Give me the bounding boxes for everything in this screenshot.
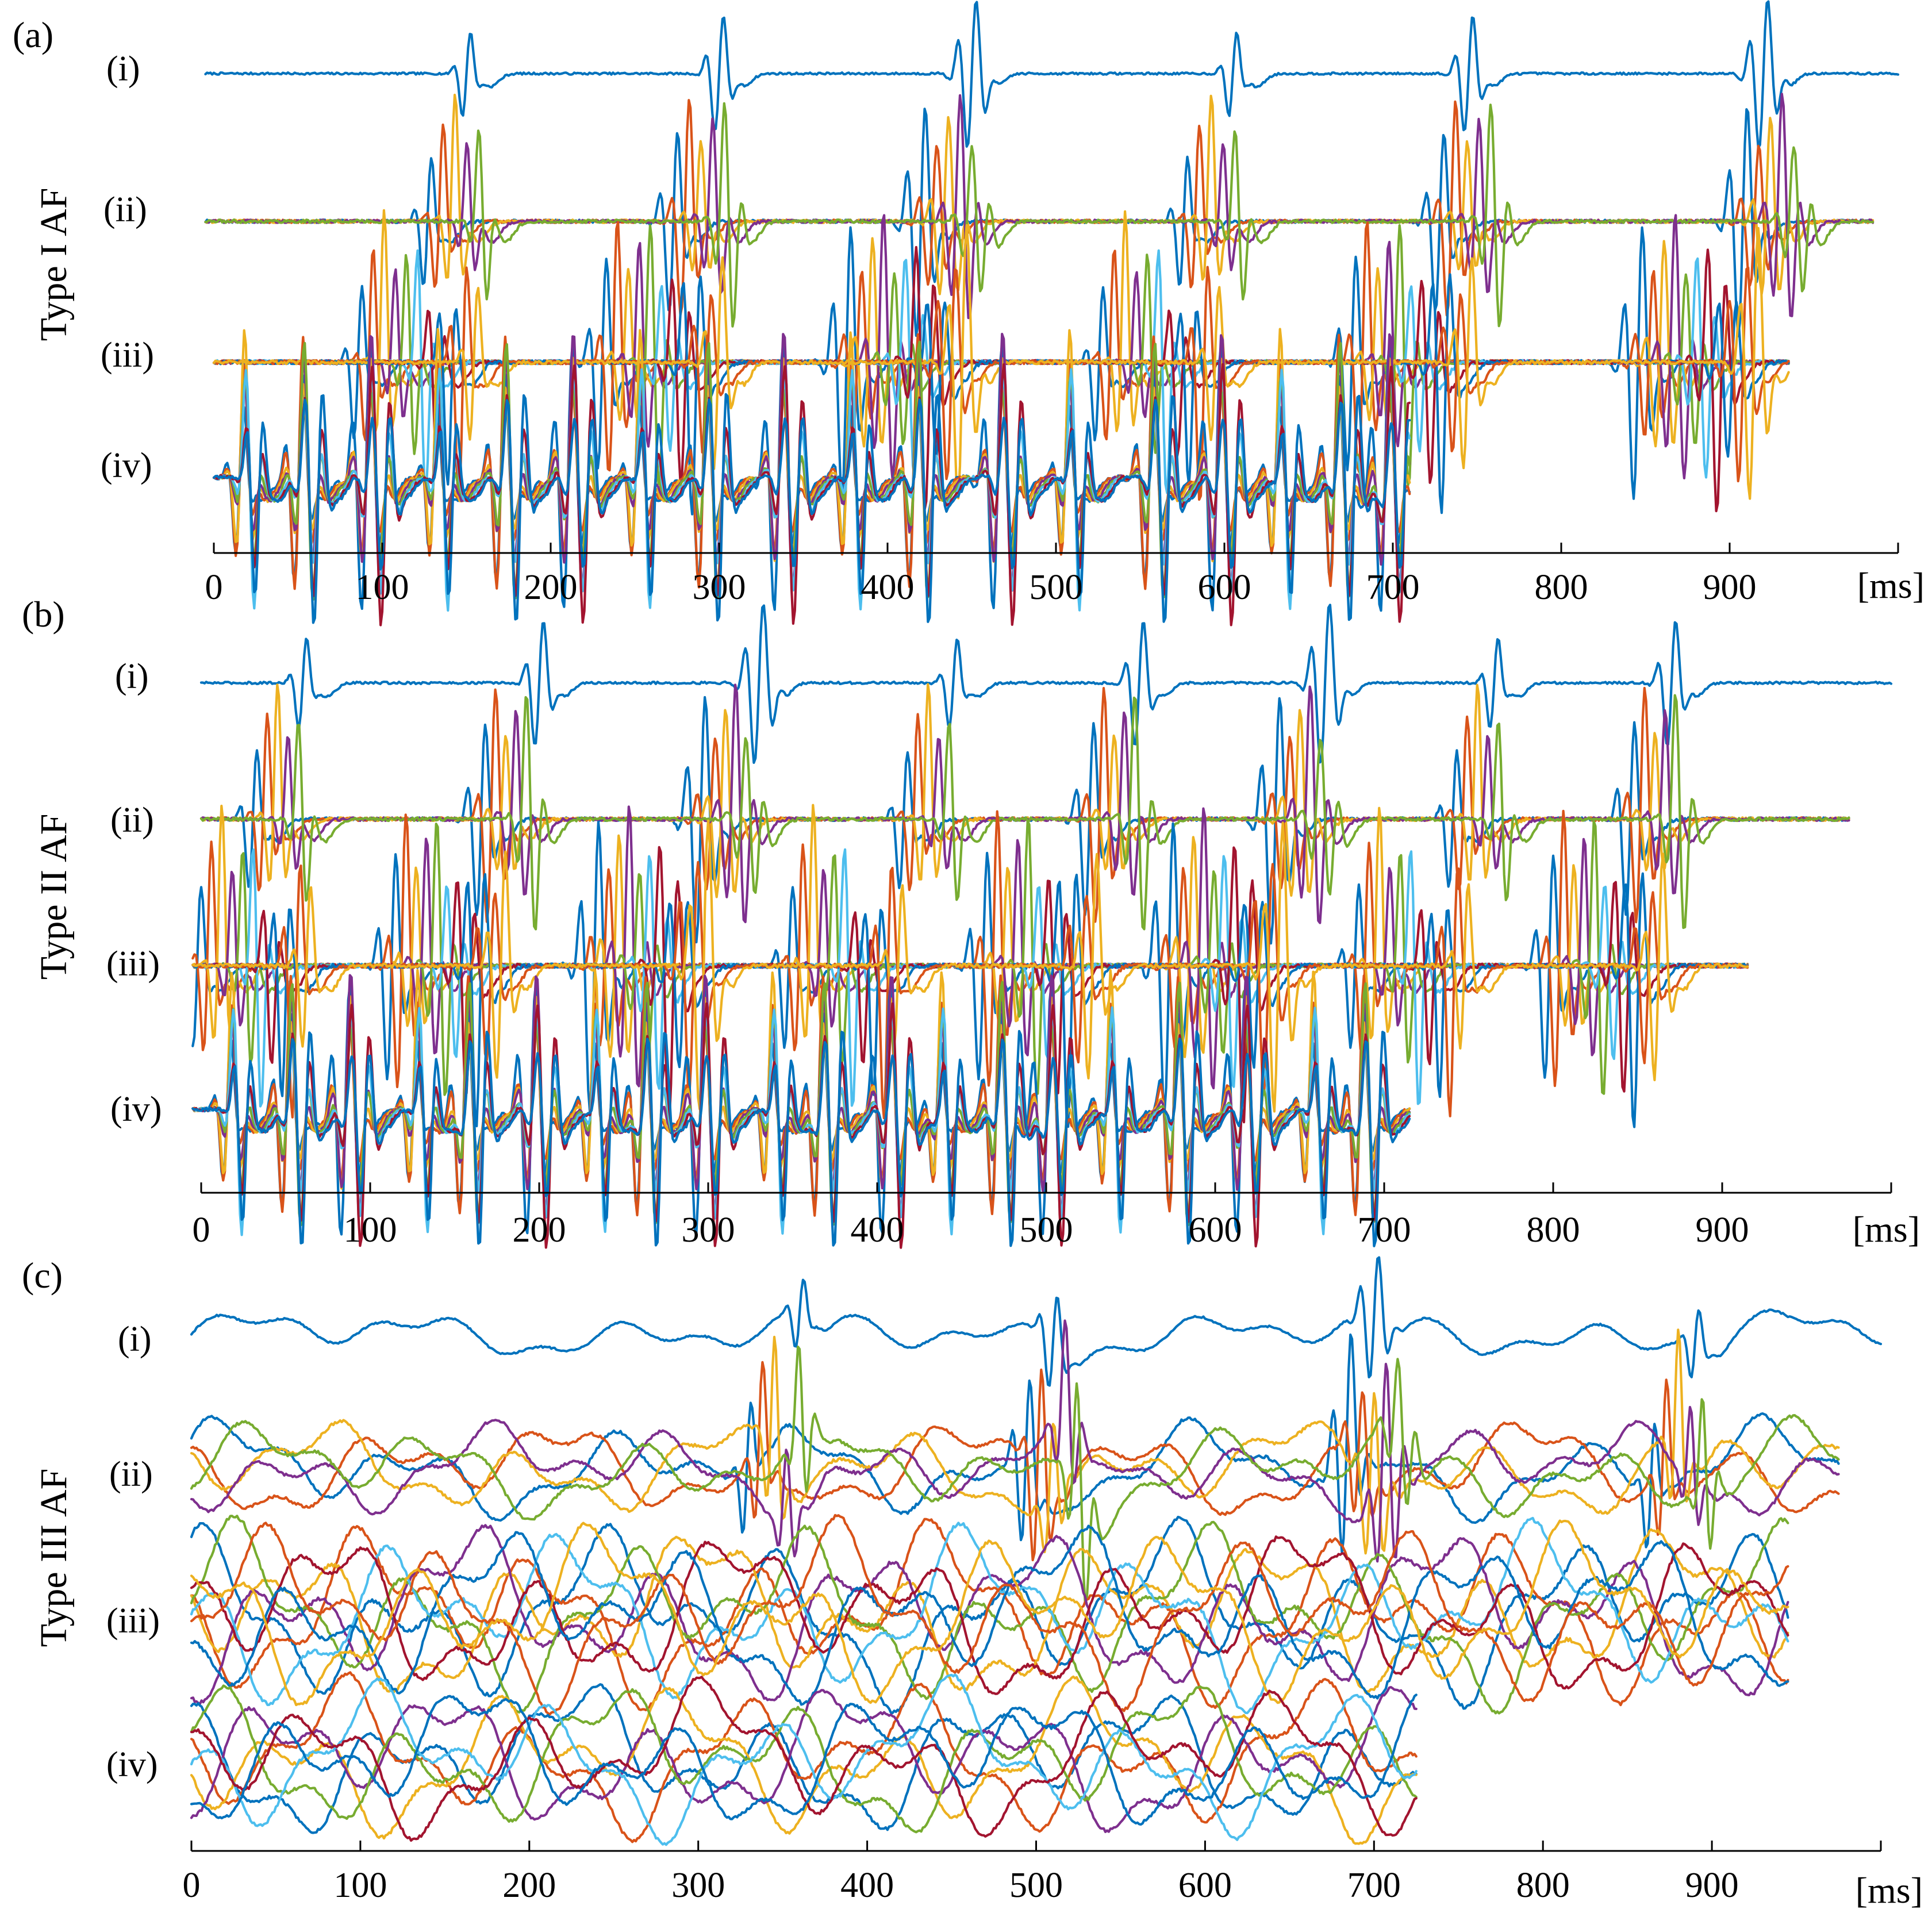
x-tick-label: 100 <box>344 1211 397 1250</box>
x-tick-label: 700 <box>1366 568 1420 607</box>
x-tick-label: 300 <box>682 1211 735 1250</box>
trace-b-row4-ch6 <box>191 1006 1411 1236</box>
trace-b-row2-ch5 <box>199 694 1850 931</box>
panel-c: (c) Type III AF (i) (ii) (iii) (iv) 0 100… <box>22 1255 1923 1911</box>
x-tick-label: 200 <box>502 1866 556 1905</box>
x-tick-label: 600 <box>1189 1211 1242 1250</box>
trace-c-row4-ch4 <box>190 1686 1418 1833</box>
x-tick-label: 300 <box>693 568 746 607</box>
x-tick-label: 800 <box>1516 1866 1570 1905</box>
trace-c-row3-ch8 <box>190 1524 1789 1706</box>
trace-a-row2-ch3 <box>204 94 1875 295</box>
group-label-type-ii-af: Type II AF <box>33 814 75 980</box>
trace-c-row4-ch2 <box>190 1671 1418 1843</box>
x-tick-label: 600 <box>1178 1866 1232 1905</box>
trace-a-row2-ch4 <box>204 93 1875 320</box>
trace-b-row3-ch9 <box>191 861 1749 1120</box>
x-tick-label: 600 <box>1198 568 1251 607</box>
trace-c-row3-ch7 <box>190 1535 1789 1695</box>
panel-letter-a: (a) <box>13 14 53 55</box>
row-label-a-i: (i) <box>106 49 140 89</box>
trace-a-row2-ch5 <box>204 102 1875 328</box>
trace-c-row3-ch10 <box>190 1519 1789 1707</box>
x-tick-label: 700 <box>1347 1866 1401 1905</box>
trace-c-row3-ch6 <box>190 1516 1789 1715</box>
trace-c-row4-ch8 <box>190 1693 1418 1826</box>
row-label-c-i: (i) <box>118 1320 152 1359</box>
trace-c-row3-ch2 <box>190 1518 1789 1712</box>
row-label-c-iii: (iii) <box>106 1601 160 1641</box>
trace-a-row4-ch7 <box>212 363 1411 627</box>
panel-a: (a) Type I AF (i) (ii) (iii) (iv) 0 100 20… <box>13 0 1925 627</box>
x-axis-panel-c: 0 100 200 300 400 500 600 700 800 900 <box>183 1841 1882 1905</box>
x-tick-label: 0 <box>193 1211 210 1250</box>
trace-b-row4-ch8 <box>191 1030 1411 1247</box>
trace-c-row4-ch5 <box>190 1684 1418 1834</box>
panel-letter-c: (c) <box>22 1255 63 1296</box>
x-tick-label: 400 <box>861 568 915 607</box>
trace-c-row4-ch1 <box>190 1683 1418 1834</box>
x-unit-label-c: [ms] <box>1856 1870 1923 1911</box>
trace-c-row4-ch7 <box>190 1676 1418 1842</box>
x-tick-label: 100 <box>333 1866 387 1905</box>
group-label-type-i-af: Type I AF <box>33 188 75 341</box>
trace-c-row3-ch5 <box>190 1515 1789 1715</box>
row-label-c-iv: (iv) <box>106 1745 158 1784</box>
row-label-a-iii: (iii) <box>101 336 154 375</box>
x-tick-label: 900 <box>1685 1866 1739 1905</box>
trace-a-row4-ch8 <box>212 393 1411 624</box>
trace-b-row3-ch4 <box>191 805 1749 1090</box>
x-tick-label: 900 <box>1703 568 1757 607</box>
row-label-a-ii: (ii) <box>103 190 147 229</box>
x-tick-label: 500 <box>1020 1211 1073 1250</box>
row-label-b-i: (i) <box>115 657 149 696</box>
row-label-b-iv: (iv) <box>110 1090 162 1129</box>
trace-a-row2-ch2 <box>204 99 1875 317</box>
trace-c-row4-ch6 <box>190 1673 1418 1846</box>
x-axis-panel-b: 0 100 200 300 400 500 600 700 800 900 <box>193 1182 1892 1250</box>
x-unit-label-a: [ms] <box>1857 565 1925 606</box>
x-tick-label: 100 <box>356 568 409 607</box>
x-tick-label: 0 <box>205 568 223 607</box>
traces-panel-c <box>190 1256 1883 1846</box>
x-tick-label: 500 <box>1009 1866 1063 1905</box>
row-label-b-ii: (ii) <box>110 801 154 840</box>
x-axis-panel-a: 0 100 200 300 400 500 600 700 800 900 <box>205 543 1899 607</box>
x-tick-label: 800 <box>1527 1211 1580 1250</box>
trace-c-row3-ch9 <box>190 1514 1789 1716</box>
x-tick-label: 400 <box>840 1866 894 1905</box>
x-tick-label: 400 <box>851 1211 904 1250</box>
x-tick-label: 300 <box>671 1866 725 1905</box>
group-label-type-iii-af: Type III AF <box>33 1469 75 1647</box>
trace-c-row2-ch2 <box>190 1361 1840 1562</box>
x-tick-label: 900 <box>1696 1211 1749 1250</box>
trace-c-row3-ch3 <box>190 1528 1789 1694</box>
row-label-c-ii: (ii) <box>109 1455 153 1494</box>
panel-b: (b) Type II AF (i) (ii) (iii) (iv) 0 100 2… <box>22 594 1920 1250</box>
x-unit-label-b: [ms] <box>1853 1209 1920 1250</box>
trace-c-row2-ch4 <box>190 1319 1840 1563</box>
row-label-b-iii: (iii) <box>106 944 160 984</box>
panel-letter-b: (b) <box>22 594 65 635</box>
row-label-a-iv: (iv) <box>101 446 152 485</box>
trace-a-row1-ch1 <box>204 0 1900 149</box>
trace-b-row1-ch1 <box>199 604 1893 764</box>
x-tick-label: 0 <box>183 1866 201 1905</box>
trace-c-row2-ch3 <box>190 1328 1840 1555</box>
trace-c-row2-ch1 <box>190 1333 1840 1554</box>
x-tick-label: 500 <box>1030 568 1083 607</box>
x-tick-label: 200 <box>524 568 578 607</box>
x-tick-label: 700 <box>1358 1211 1411 1250</box>
traces-panel-a <box>204 0 1900 627</box>
trace-c-row1-ch1 <box>190 1256 1883 1387</box>
trace-c-row4-ch3 <box>190 1675 1418 1845</box>
x-tick-label: 200 <box>513 1211 566 1250</box>
x-tick-label: 800 <box>1535 568 1588 607</box>
trace-c-row2-ch5 <box>190 1345 1840 1604</box>
trace-b-row3-ch10 <box>191 819 1749 1113</box>
traces-panel-b <box>191 604 1893 1249</box>
